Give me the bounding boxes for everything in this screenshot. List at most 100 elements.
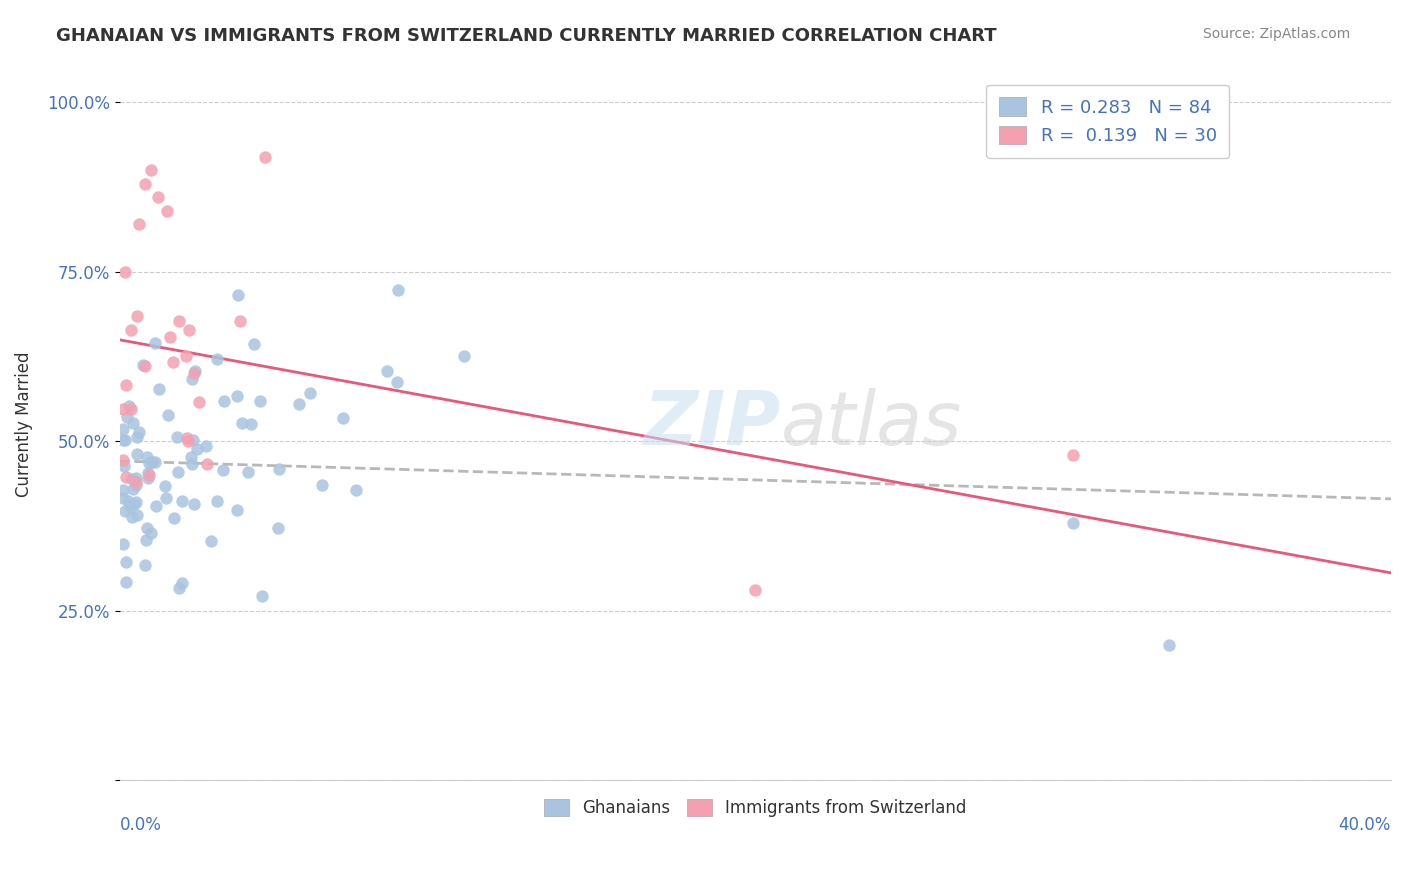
- Point: [141, 454, 163, 468]
- Point: [195, 457, 218, 471]
- Point: [136, 521, 159, 535]
- Point: [1157, 638, 1180, 652]
- Point: [176, 431, 198, 445]
- Text: Source: ZipAtlas.com: Source: ZipAtlas.com: [1202, 27, 1350, 41]
- Point: [205, 493, 228, 508]
- Point: [194, 439, 217, 453]
- Point: [163, 511, 186, 525]
- Point: [332, 410, 354, 425]
- Point: [181, 372, 204, 386]
- Point: [183, 497, 205, 511]
- Point: [186, 442, 208, 456]
- Point: [114, 504, 136, 518]
- Point: [125, 430, 148, 444]
- Point: [125, 475, 148, 489]
- Point: [744, 583, 766, 598]
- Point: [111, 537, 134, 551]
- Point: [239, 417, 262, 432]
- Point: [145, 500, 167, 514]
- Point: [183, 366, 205, 380]
- Legend: Ghanaians, Immigrants from Switzerland: Ghanaians, Immigrants from Switzerland: [533, 787, 979, 829]
- Point: [159, 329, 181, 343]
- Point: [117, 493, 139, 508]
- Point: [181, 458, 204, 472]
- Point: [112, 433, 135, 447]
- Point: [115, 469, 138, 483]
- Point: [124, 471, 146, 485]
- Point: [111, 453, 134, 467]
- Point: [118, 399, 141, 413]
- Point: [156, 409, 179, 423]
- Point: [141, 163, 163, 178]
- Point: [269, 462, 291, 476]
- Point: [122, 416, 145, 430]
- Point: [254, 150, 277, 164]
- Point: [134, 177, 156, 191]
- Point: [177, 323, 200, 337]
- Text: 0.0%: 0.0%: [120, 815, 162, 834]
- Point: [266, 521, 288, 535]
- Point: [377, 364, 399, 378]
- Point: [200, 534, 222, 549]
- Text: ZIP: ZIP: [644, 388, 780, 461]
- Point: [135, 533, 157, 547]
- Point: [111, 483, 134, 498]
- Point: [167, 314, 190, 328]
- Point: [287, 397, 309, 411]
- Point: [226, 287, 249, 301]
- Point: [134, 558, 156, 573]
- Point: [166, 429, 188, 443]
- Point: [167, 582, 190, 596]
- Point: [170, 493, 193, 508]
- Point: [120, 402, 142, 417]
- Point: [118, 500, 141, 514]
- Point: [138, 468, 160, 483]
- Point: [121, 509, 143, 524]
- Point: [180, 450, 202, 464]
- Point: [125, 310, 148, 324]
- Point: [138, 466, 160, 480]
- Point: [344, 483, 367, 497]
- Point: [156, 203, 179, 218]
- Point: [111, 401, 134, 416]
- Point: [143, 335, 166, 350]
- Point: [174, 349, 197, 363]
- Point: [138, 471, 160, 485]
- Point: [146, 190, 169, 204]
- Point: [231, 417, 253, 431]
- Point: [1062, 516, 1084, 530]
- Point: [177, 434, 200, 448]
- Text: GHANAIAN VS IMMIGRANTS FROM SWITZERLAND CURRENTLY MARRIED CORRELATION CHART: GHANAIAN VS IMMIGRANTS FROM SWITZERLAND …: [56, 27, 997, 45]
- Point: [114, 574, 136, 589]
- Point: [114, 433, 136, 447]
- Point: [162, 354, 184, 368]
- Point: [148, 382, 170, 396]
- Point: [212, 393, 235, 408]
- Point: [238, 465, 260, 479]
- Point: [243, 337, 266, 351]
- Point: [229, 314, 252, 328]
- Point: [453, 349, 475, 363]
- Point: [125, 478, 148, 492]
- Point: [249, 394, 271, 409]
- Point: [207, 351, 229, 366]
- Point: [114, 265, 136, 279]
- Point: [225, 389, 247, 403]
- Point: [184, 364, 207, 378]
- Point: [128, 425, 150, 439]
- Point: [112, 422, 135, 436]
- Text: atlas: atlas: [780, 388, 962, 460]
- Point: [155, 491, 177, 505]
- Point: [1062, 448, 1084, 462]
- Point: [125, 494, 148, 508]
- Text: 40.0%: 40.0%: [1339, 815, 1391, 834]
- Point: [139, 526, 162, 541]
- Point: [167, 465, 190, 479]
- Point: [128, 218, 150, 232]
- Point: [299, 386, 322, 401]
- Point: [153, 479, 176, 493]
- Point: [387, 283, 409, 297]
- Point: [121, 472, 143, 486]
- Point: [124, 497, 146, 511]
- Point: [122, 482, 145, 496]
